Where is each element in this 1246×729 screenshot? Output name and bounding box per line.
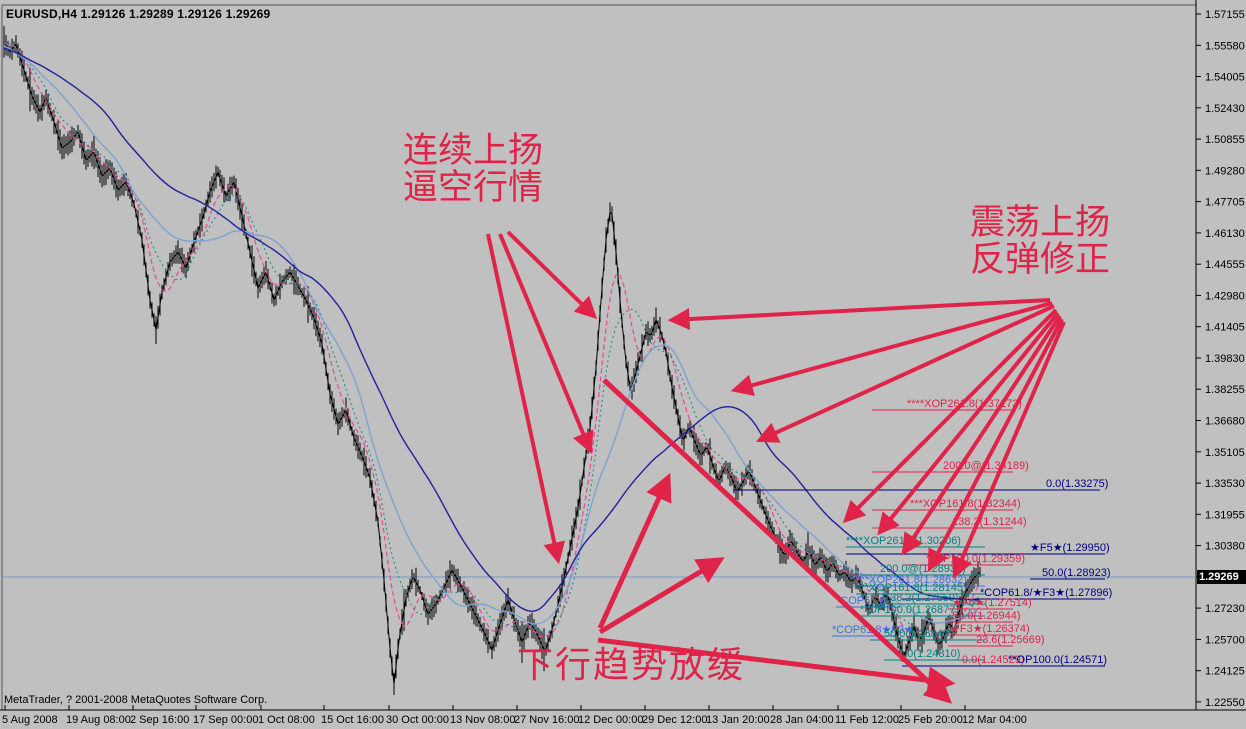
fib-level-label[interactable]: *COP61.8/★F3★(1.27896) [980, 587, 1112, 599]
fib-level-label[interactable]: ★F5★(1.27514) [952, 597, 1032, 609]
fib-level-label[interactable]: 50.0(1.26944) [952, 610, 1021, 622]
price-tick-label: 1.38255 [1205, 384, 1245, 396]
price-tick-label: 1.42980 [1205, 290, 1245, 302]
time-tick-label: 29 Dec 12:00 [642, 714, 707, 726]
price-tick-label: 1.25700 [1205, 634, 1245, 646]
trend-arrow[interactable] [506, 230, 598, 320]
fib-level-label[interactable]: 23.6(1.25669) [976, 634, 1045, 646]
price-tick-label: 1.36680 [1205, 416, 1245, 428]
price-tick-label: 1.27230 [1205, 603, 1245, 615]
trend-arrow[interactable] [597, 472, 672, 630]
time-tick-label: 15 Oct 16:00 [321, 714, 384, 726]
fib-level-label[interactable]: 0.0(1.33275) [1046, 478, 1108, 490]
time-tick-label: 13 Nov 08:00 [450, 714, 515, 726]
chart-frame [0, 0, 1246, 711]
fib-level-label[interactable]: **OP100.0(1.24571) [1008, 654, 1107, 666]
fib-level-label[interactable]: 50.0(1.28923) [1042, 567, 1111, 579]
price-tick-label: 1.50855 [1205, 134, 1245, 146]
ohlc-info: EURUSD,H4 1.29126 1.29289 1.29126 1.2926… [6, 7, 271, 21]
annotation-rally-line2: 逼空行情 [402, 168, 543, 209]
time-tick-label: 19 Aug 08:00 [66, 714, 131, 726]
fib-level-label[interactable]: 0.0(1.24529) [962, 654, 1024, 666]
annotation-rebound-line2: 反弹修正 [969, 240, 1110, 281]
annotation-slowdown-line1: 下行趋势放缓 [516, 645, 745, 686]
trend-arrow[interactable] [730, 301, 1053, 396]
time-tick-label: 11 Feb 12:00 [835, 714, 899, 726]
time-tick-label: 25 Feb 20:00 [898, 714, 963, 726]
annotation-slowdown: 下行趋势放缓 [506, 645, 756, 686]
time-tick-label: 28 Jan 04:00 [770, 714, 834, 726]
price-tick-label: 1.44555 [1205, 259, 1245, 271]
ma-lines [3, 42, 981, 641]
slow-ma [3, 47, 981, 613]
fib-level-label[interactable]: **OP100.0(1.29359) [926, 553, 1025, 565]
annotation-rally: 连续上扬 逼空行情 [384, 131, 562, 209]
fib-level-label[interactable]: 0.0(1.24810) [898, 648, 960, 660]
trend-arrow[interactable] [667, 298, 1051, 331]
trend-arrow[interactable] [901, 314, 1062, 556]
price-tick-label: 1.46130 [1205, 228, 1245, 240]
price-tick-label: 1.31955 [1205, 509, 1245, 521]
price-tick-label: 1.55580 [1205, 40, 1245, 52]
trend-arrow[interactable] [486, 233, 566, 565]
trend-arrow[interactable] [877, 311, 1060, 536]
fib-level-label[interactable]: ★F5★(1.29950) [1030, 542, 1110, 554]
trend-arrows [486, 230, 1066, 704]
fib-level-label[interactable]: 138.2(1.27659) [884, 592, 959, 604]
price-tick-label: 1.57155 [1205, 9, 1245, 21]
price-tick-label: 1.22550 [1205, 697, 1245, 709]
trend-arrow[interactable] [842, 308, 1058, 524]
time-tick-label: 30 Oct 00:00 [386, 714, 449, 726]
copyright-text: MetaTrader, ? 2001-2008 MetaQuotes Softw… [4, 694, 268, 706]
fib-level-label[interactable]: **OP100.0(1.26877) [860, 604, 959, 616]
price-tick-label: 1.39830 [1205, 353, 1245, 365]
fast-ma [3, 42, 981, 641]
price-tick-label: 1.41405 [1205, 322, 1245, 334]
annotation-rebound: 震荡上扬 反弹修正 [948, 203, 1132, 281]
price-tick-label: 1.49280 [1205, 165, 1245, 177]
trend-arrow[interactable] [598, 557, 725, 635]
annotation-rally-line1: 连续上扬 [402, 131, 543, 171]
price-tick-label: 1.47705 [1205, 197, 1245, 209]
price-tick-label: 1.35105 [1205, 447, 1245, 459]
time-tick-label: 27 Nov 16:00 [514, 714, 579, 726]
price-axis[interactable]: 1.57155 1.55580 1.54005 1.52430 1.50855 1.492… [1196, 9, 1245, 709]
fib-level-label[interactable]: 50.0(1.25843) [884, 628, 953, 640]
time-tick-label: 13 Jan 20:00 [706, 714, 770, 726]
fib-level-label[interactable]: ★F3★(1.26374) [950, 623, 1030, 635]
trend-arrow[interactable] [927, 318, 1064, 572]
trend-arrow[interactable] [498, 233, 594, 455]
fib-level-label[interactable]: ****XOP261.8(1.28632) [852, 574, 967, 586]
time-tick-label: 12 Mar 04:00 [962, 714, 1027, 726]
time-tick-label: 12 Dec 00:00 [578, 714, 643, 726]
time-tick-label: 2 Sep 16:00 [130, 714, 189, 726]
annotation-rebound-line1: 震荡上扬 [969, 203, 1110, 243]
time-tick-label: 5 Aug 2008 [2, 714, 58, 726]
price-tick-label: 1.54005 [1205, 72, 1245, 84]
price-tick-label: 1.33530 [1205, 478, 1245, 490]
time-axis[interactable]: 5 Aug 2008 19 Aug 08:00 2 Sep 16:00 17 Sep … [2, 705, 1027, 726]
mid-ma [3, 45, 981, 625]
trend-arrow[interactable] [602, 378, 953, 704]
price-tick-label: 1.52430 [1205, 103, 1245, 115]
fib-level-label[interactable]: 138.2(1.31244) [952, 516, 1027, 528]
trend-arrow[interactable] [951, 321, 1066, 580]
price-tick-label: 1.30380 [1205, 541, 1245, 553]
time-tick-label: 1 Oct 08:00 [258, 714, 315, 726]
current-price-tag: 1.29269 [1197, 570, 1246, 584]
fib-level-label[interactable]: ***XOP161.8(1.28145) [856, 582, 967, 594]
price-tick-label: 1.24125 [1205, 666, 1245, 678]
trend-arrow[interactable] [597, 637, 956, 694]
trend-arrow[interactable] [755, 304, 1055, 443]
time-tick-label: 17 Sep 00:00 [193, 714, 258, 726]
